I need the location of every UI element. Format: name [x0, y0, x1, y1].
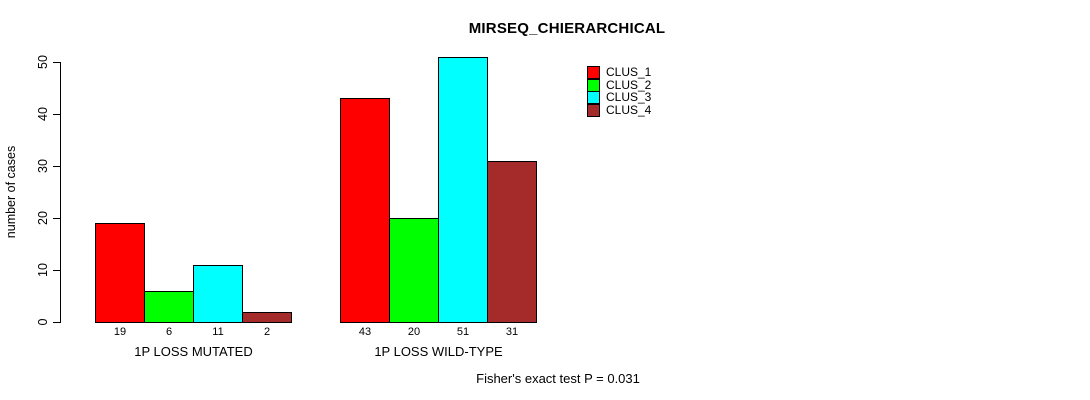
bar-clus_1-group2	[340, 98, 390, 323]
y-axis-tick-label: 50	[35, 55, 50, 69]
x-category-label: 1P LOSS WILD-TYPE	[374, 344, 503, 359]
y-axis-tick	[53, 166, 60, 167]
bar-clus_1-group1	[95, 223, 145, 323]
y-axis-tick-label: 40	[35, 107, 50, 121]
y-axis-tick	[53, 62, 60, 63]
bar-clus_2-group1	[144, 291, 194, 323]
chart-title: MIRSEQ_CHIERARCHICAL	[468, 20, 666, 37]
bar-clus_2-group2	[389, 218, 439, 323]
bar-clus_3-group2	[438, 57, 488, 323]
bar-clus_4-group1	[242, 312, 292, 323]
y-axis-tick-label: 0	[35, 318, 50, 326]
y-axis-tick	[53, 322, 60, 323]
y-axis-tick	[53, 270, 60, 271]
annotation-fisher-test: Fisher's exact test P = 0.031	[476, 371, 640, 386]
y-axis-tick	[53, 218, 60, 219]
x-category-label: 1P LOSS MUTATED	[134, 344, 253, 359]
bar-value-label: 11	[212, 326, 224, 338]
bar-value-label: 6	[165, 326, 173, 338]
bar-value-label: 43	[358, 326, 372, 338]
bar-value-label: 20	[407, 326, 421, 338]
y-axis-tick	[53, 114, 60, 115]
bar-clus_4-group2	[487, 161, 537, 323]
bar-value-label: 51	[456, 326, 470, 338]
y-axis-tick-label: 30	[35, 159, 50, 173]
y-axis-line	[60, 62, 61, 323]
bar-clus_3-group1	[193, 265, 243, 323]
bar-value-label: 19	[113, 326, 127, 338]
bar-value-label: 31	[505, 326, 519, 338]
y-axis-tick-label: 10	[35, 263, 50, 277]
bar-value-label: 2	[263, 326, 271, 338]
y-axis-tick-label: 20	[35, 211, 50, 225]
